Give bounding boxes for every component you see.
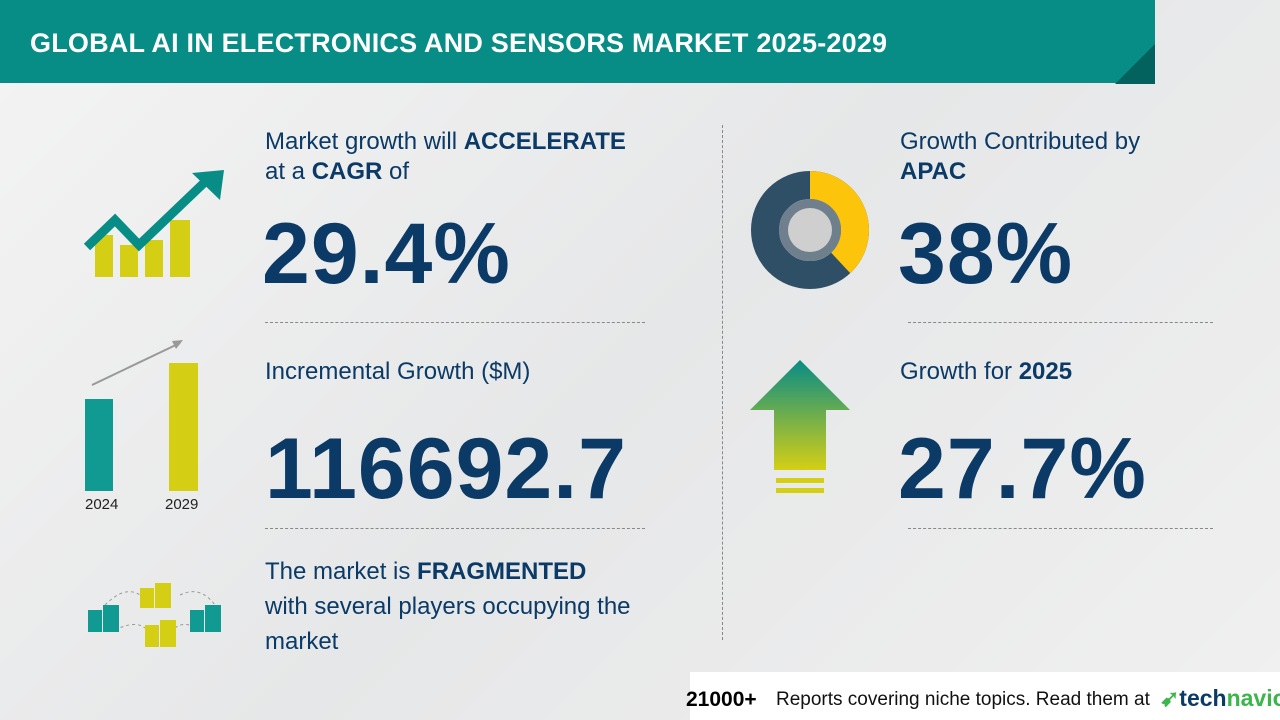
header-banner: GLOBAL AI IN ELECTRONICS AND SENSORS MAR… xyxy=(0,0,1155,83)
bar-growth-icon xyxy=(85,340,198,491)
year-label-2024: 2024 xyxy=(85,496,119,513)
fragmented-line-2: with several players occupying the xyxy=(265,593,631,620)
divider xyxy=(908,528,1213,529)
banner-fold xyxy=(1115,44,1155,84)
yoy-value: 27.7% xyxy=(898,421,1147,517)
report-count: 21000+ xyxy=(686,688,757,711)
footer-banner: 21000+ Reports covering niche topics. Re… xyxy=(686,672,1280,720)
year-label-2029: 2029 xyxy=(165,496,199,513)
donut-chart-icon xyxy=(751,171,869,289)
divider xyxy=(908,322,1213,323)
vertical-divider xyxy=(722,125,723,640)
divider xyxy=(265,322,645,323)
page-title: GLOBAL AI IN ELECTRONICS AND SENSORS MAR… xyxy=(30,28,888,58)
buildings-network-icon xyxy=(88,583,221,647)
fragmented-line-1: The market is FRAGMENTED xyxy=(265,558,587,585)
fragmented-line-3: market xyxy=(265,628,339,655)
divider xyxy=(265,528,645,529)
incremental-label: Incremental Growth ($M) xyxy=(265,358,531,385)
yoy-label: Growth for 2025 xyxy=(900,358,1073,385)
cagr-value: 29.4% xyxy=(262,206,511,302)
logo-mark-icon: ➹ xyxy=(1160,685,1180,711)
region-value: 38% xyxy=(898,206,1074,302)
cagr-label-1: Market growth will ACCELERATE xyxy=(265,128,626,155)
up-arrow-icon xyxy=(750,360,850,493)
region-label: Growth Contributed by xyxy=(900,128,1141,155)
technavio-logo[interactable]: ➹technavio xyxy=(1160,685,1280,711)
growth-chart-icon xyxy=(83,170,224,277)
footer-text: Reports covering niche topics. Read them… xyxy=(776,689,1150,710)
incremental-value: 116692.7 xyxy=(265,421,627,517)
region-name: APAC xyxy=(900,158,967,185)
cagr-label-2: at a CAGR of xyxy=(265,158,410,185)
